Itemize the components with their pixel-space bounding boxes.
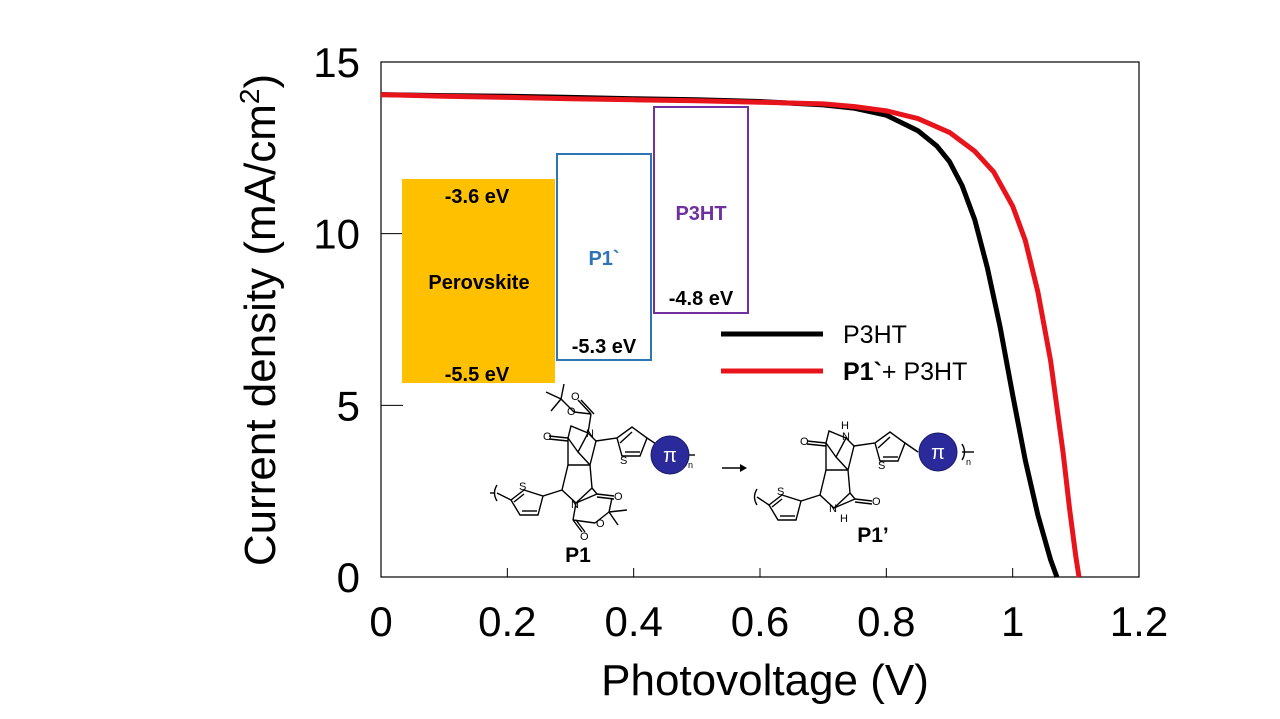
compound-label-p1: P1 bbox=[565, 544, 591, 567]
y-tick-label: 15 bbox=[313, 39, 360, 86]
atom-label: S bbox=[777, 486, 784, 498]
y-tick-label: 10 bbox=[313, 211, 360, 258]
perovskite-label: Perovskite bbox=[428, 272, 529, 294]
atom-label: O bbox=[800, 436, 809, 448]
perovskite-box bbox=[402, 179, 555, 383]
p3ht-bottom-level: -4.8 eV bbox=[669, 288, 734, 310]
atom-label: H bbox=[841, 420, 849, 432]
atom-label: O bbox=[614, 491, 623, 503]
x-tick-label: 0.2 bbox=[478, 598, 536, 645]
x-tick-label: 0.6 bbox=[731, 598, 789, 645]
legend-label-p1-rest: + P3HT bbox=[882, 358, 967, 386]
atom-label: H bbox=[840, 513, 848, 525]
axis-tick-labels: 0 0.2 0.4 0.6 0.8 1 1.2 0 5 10 15 bbox=[313, 39, 1168, 645]
x-tick-label: 1.2 bbox=[1110, 598, 1168, 645]
y-tick-label: 5 bbox=[337, 382, 360, 429]
y-axis-title: Current density (mA/cm2) bbox=[234, 74, 285, 566]
y-axis-title-superscript: 2 bbox=[234, 88, 265, 104]
pi-symbol-right: π bbox=[931, 442, 945, 464]
series-layer bbox=[380, 92, 1082, 578]
atom-labels: N N O O O O O O S S n N H N H O O S S n bbox=[519, 391, 971, 543]
pi-symbol-left: π bbox=[663, 445, 677, 467]
atom-label: O bbox=[543, 431, 552, 443]
y-axis-title-close: ) bbox=[236, 74, 285, 89]
pi-sphere-right: π bbox=[918, 432, 958, 472]
y-tick-label: 0 bbox=[337, 554, 360, 601]
perovskite-top-level: -3.6 eV bbox=[445, 186, 510, 208]
axis-ticks bbox=[380, 61, 1140, 578]
atom-label: N bbox=[586, 428, 594, 440]
y-axis-title-main: Current density (mA/cm bbox=[236, 104, 285, 566]
x-tick-label: 0.8 bbox=[857, 598, 915, 645]
p1-bottom-level: -5.3 eV bbox=[572, 336, 637, 358]
atom-label: N bbox=[829, 503, 837, 515]
p3ht-label: P3HT bbox=[675, 203, 726, 225]
x-tick-label: 0 bbox=[369, 598, 392, 645]
x-tick-label: 1 bbox=[1001, 598, 1024, 645]
p1-box bbox=[556, 153, 652, 361]
atom-label: O bbox=[580, 531, 589, 543]
perovskite-bottom-level: -5.5 eV bbox=[445, 364, 510, 386]
energy-diagram: -3.6 eV Perovskite -5.5 eV P1` -5.3 eV P… bbox=[402, 106, 749, 386]
atom-label: O bbox=[596, 518, 605, 530]
series-line-p1-p3ht bbox=[380, 92, 1082, 578]
atom-label: N bbox=[571, 499, 579, 511]
atom-label: S bbox=[519, 481, 526, 493]
p1-prime-structure bbox=[753, 430, 974, 521]
p3ht-box bbox=[653, 106, 749, 314]
chemical-structures bbox=[490, 383, 974, 533]
atom-label: N bbox=[842, 431, 850, 443]
legend: P3HT P1`+ P3HT bbox=[721, 321, 967, 386]
pi-sphere-left: π bbox=[650, 435, 690, 475]
atom-label: n bbox=[688, 460, 693, 470]
legend-label-p3ht: P3HT bbox=[843, 321, 907, 349]
p1-label: P1` bbox=[588, 248, 619, 270]
x-axis-title: Photovoltage (V) bbox=[601, 656, 929, 705]
atom-label: O bbox=[571, 391, 580, 403]
compound-label-p1-prime: P1’ bbox=[857, 524, 889, 547]
atom-label: n bbox=[966, 457, 971, 467]
atom-label: S bbox=[620, 455, 627, 467]
legend-label-p1-p3ht: P1`+ P3HT bbox=[843, 358, 967, 386]
atom-label: O bbox=[872, 496, 881, 508]
x-tick-label: 0.4 bbox=[604, 598, 662, 645]
legend-label-p1-bold: P1` bbox=[843, 358, 882, 386]
atom-label: O bbox=[567, 406, 576, 418]
atom-label: S bbox=[878, 460, 885, 472]
